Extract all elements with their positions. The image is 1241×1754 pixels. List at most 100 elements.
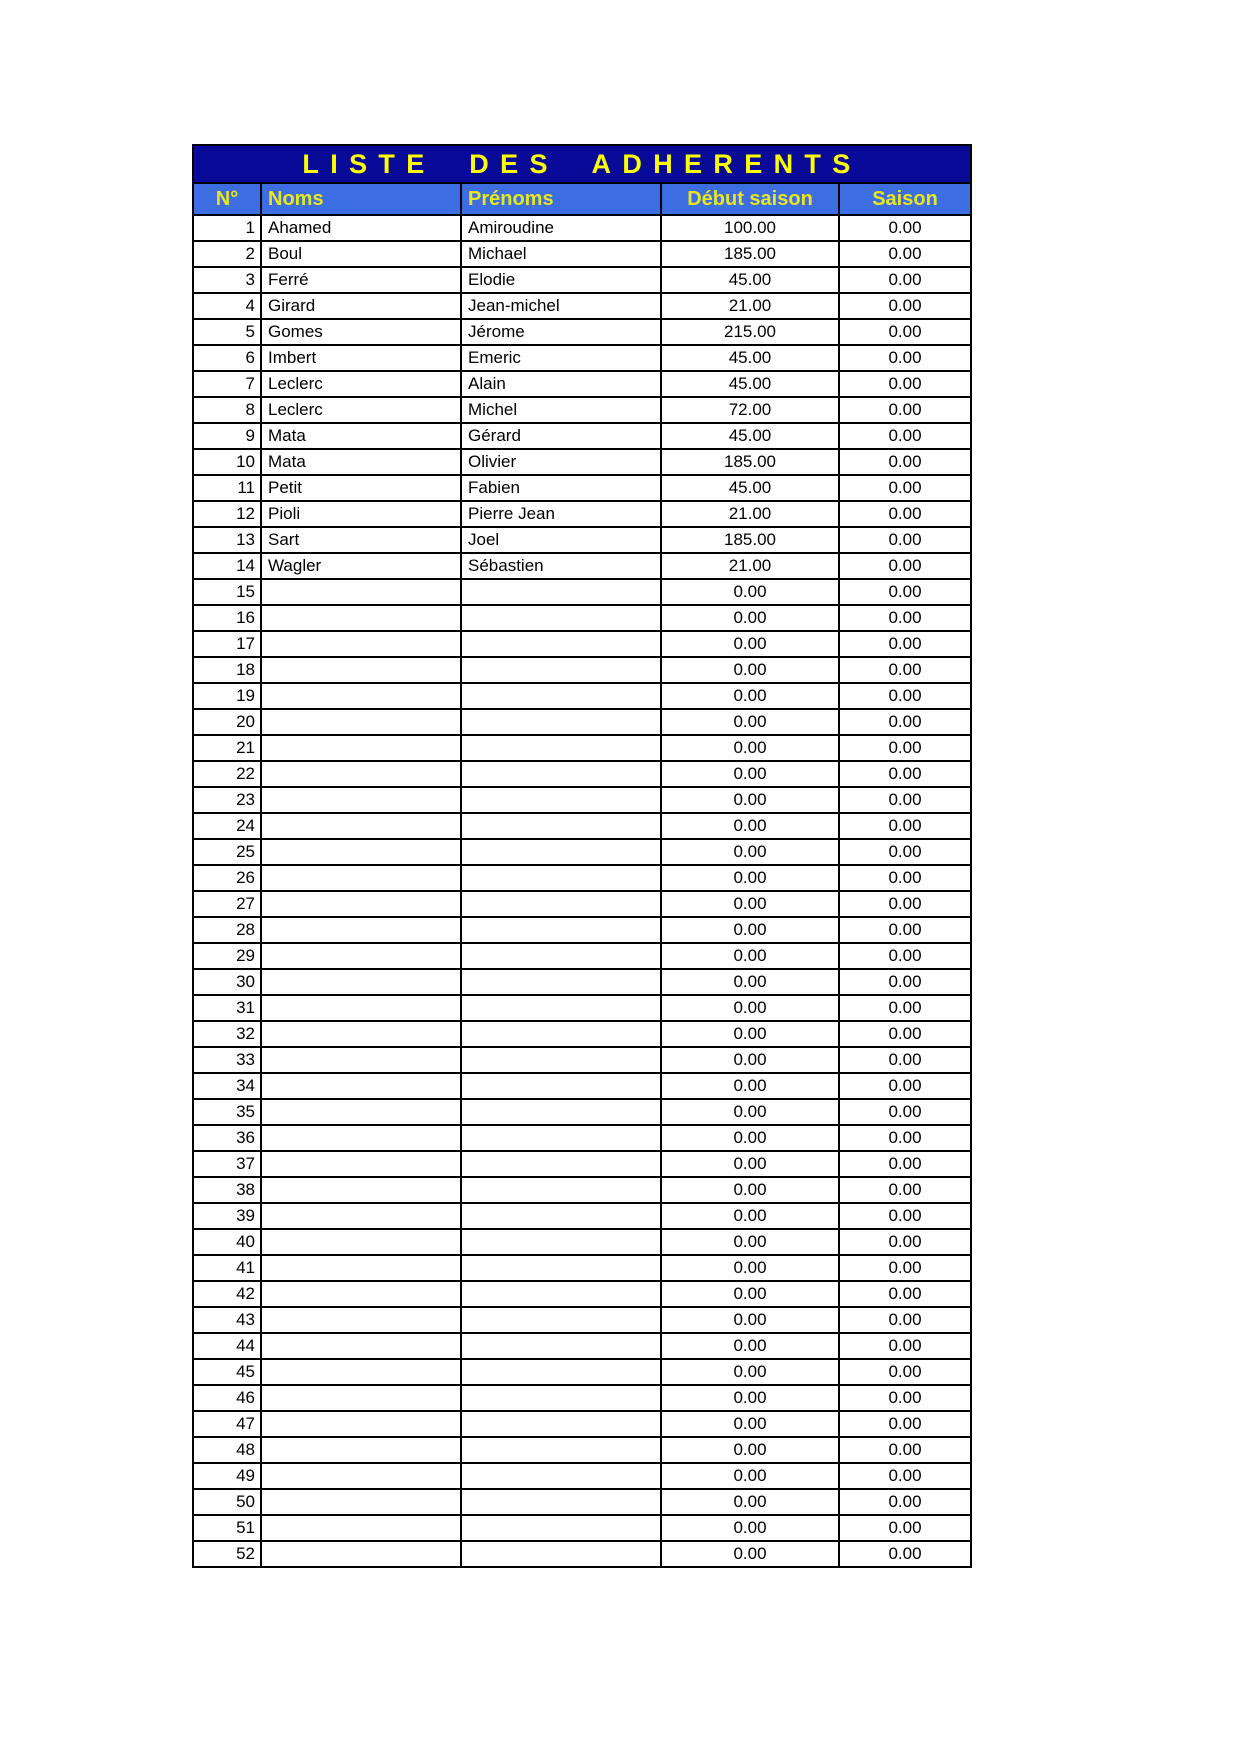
cell-debut-saison: 0.00 <box>660 1514 840 1542</box>
table-row: 47 0.00 0.00 <box>192 1410 973 1438</box>
cell-debut-saison: 0.00 <box>660 812 840 840</box>
cell-nom <box>260 760 462 788</box>
cell-nom <box>260 838 462 866</box>
cell-nom <box>260 578 462 606</box>
table-row: 32 0.00 0.00 <box>192 1020 973 1048</box>
cell-prenom <box>460 838 662 866</box>
table-row: 50 0.00 0.00 <box>192 1488 973 1516</box>
cell-saison: 0.00 <box>837 656 973 684</box>
table-row: 34 0.00 0.00 <box>192 1072 973 1100</box>
cell-saison: 0.00 <box>837 1514 973 1542</box>
cell-saison: 0.00 <box>837 864 973 892</box>
cell-prenom: Michael <box>460 240 662 268</box>
cell-nom: Boul <box>260 240 462 268</box>
cell-numero: 30 <box>192 968 262 996</box>
table-row: 38 0.00 0.00 <box>192 1176 973 1204</box>
table-row: 5 Gomes Jérome 215.00 0.00 <box>192 318 973 346</box>
cell-debut-saison: 0.00 <box>660 1124 840 1152</box>
table-row: 46 0.00 0.00 <box>192 1384 973 1412</box>
cell-nom <box>260 656 462 684</box>
cell-saison: 0.00 <box>837 734 973 762</box>
cell-nom <box>260 1332 462 1360</box>
cell-debut-saison: 45.00 <box>660 474 840 502</box>
cell-numero: 10 <box>192 448 262 476</box>
cell-numero: 42 <box>192 1280 262 1308</box>
cell-numero: 5 <box>192 318 262 346</box>
cell-prenom: Fabien <box>460 474 662 502</box>
cell-saison: 0.00 <box>837 1384 973 1412</box>
cell-nom: Girard <box>260 292 462 320</box>
cell-numero: 27 <box>192 890 262 918</box>
cell-prenom <box>460 656 662 684</box>
cell-debut-saison: 0.00 <box>660 942 840 970</box>
cell-prenom <box>460 1046 662 1074</box>
cell-debut-saison: 0.00 <box>660 1540 840 1568</box>
cell-debut-saison: 0.00 <box>660 1488 840 1516</box>
table-row: 37 0.00 0.00 <box>192 1150 973 1178</box>
cell-prenom <box>460 1254 662 1282</box>
cell-saison: 0.00 <box>837 266 973 294</box>
cell-prenom <box>460 1332 662 1360</box>
cell-debut-saison: 185.00 <box>660 448 840 476</box>
adherents-table: LISTE DES ADHERENTS N° Noms Prénoms Débu… <box>191 144 973 1568</box>
cell-saison: 0.00 <box>837 1072 973 1100</box>
cell-debut-saison: 0.00 <box>660 1150 840 1178</box>
cell-numero: 31 <box>192 994 262 1022</box>
cell-nom <box>260 1202 462 1230</box>
cell-numero: 9 <box>192 422 262 450</box>
table-row: 52 0.00 0.00 <box>192 1540 973 1568</box>
cell-nom <box>260 942 462 970</box>
column-header-prenoms: Prénoms <box>460 182 662 216</box>
cell-saison: 0.00 <box>837 890 973 918</box>
title-row: LISTE DES ADHERENTS <box>191 144 973 184</box>
cell-debut-saison: 0.00 <box>660 656 840 684</box>
cell-prenom: Sébastien <box>460 552 662 580</box>
cell-saison: 0.00 <box>837 448 973 476</box>
cell-numero: 52 <box>192 1540 262 1568</box>
cell-prenom: Alain <box>460 370 662 398</box>
cell-numero: 45 <box>192 1358 262 1386</box>
cell-numero: 1 <box>192 214 262 242</box>
cell-debut-saison: 0.00 <box>660 734 840 762</box>
cell-saison: 0.00 <box>837 1254 973 1282</box>
cell-nom <box>260 1280 462 1308</box>
cell-saison: 0.00 <box>837 474 973 502</box>
cell-debut-saison: 0.00 <box>660 1410 840 1438</box>
cell-nom <box>260 864 462 892</box>
table-row: 45 0.00 0.00 <box>192 1358 973 1386</box>
cell-prenom <box>460 812 662 840</box>
cell-prenom <box>460 968 662 996</box>
cell-prenom <box>460 994 662 1022</box>
cell-numero: 44 <box>192 1332 262 1360</box>
table-row: 51 0.00 0.00 <box>192 1514 973 1542</box>
cell-prenom <box>460 1176 662 1204</box>
cell-prenom <box>460 786 662 814</box>
cell-numero: 36 <box>192 1124 262 1152</box>
cell-prenom <box>460 1488 662 1516</box>
cell-saison: 0.00 <box>837 1124 973 1152</box>
cell-numero: 40 <box>192 1228 262 1256</box>
table-row: 14 Wagler Sébastien 21.00 0.00 <box>192 552 973 580</box>
cell-numero: 6 <box>192 344 262 372</box>
cell-numero: 39 <box>192 1202 262 1230</box>
cell-prenom: Pierre Jean <box>460 500 662 528</box>
cell-debut-saison: 0.00 <box>660 838 840 866</box>
cell-prenom: Jérome <box>460 318 662 346</box>
cell-nom <box>260 1306 462 1334</box>
cell-nom <box>260 682 462 710</box>
cell-prenom <box>460 1384 662 1412</box>
column-header-noms: Noms <box>260 182 462 216</box>
cell-numero: 41 <box>192 1254 262 1282</box>
cell-nom <box>260 994 462 1022</box>
table-row: 39 0.00 0.00 <box>192 1202 973 1230</box>
cell-saison: 0.00 <box>837 1228 973 1256</box>
table-row: 43 0.00 0.00 <box>192 1306 973 1334</box>
table-row: 4 Girard Jean-michel 21.00 0.00 <box>192 292 973 320</box>
cell-debut-saison: 45.00 <box>660 422 840 450</box>
cell-debut-saison: 0.00 <box>660 1202 840 1230</box>
cell-saison: 0.00 <box>837 240 973 268</box>
table-row: 7 Leclerc Alain 45.00 0.00 <box>192 370 973 398</box>
cell-nom: Leclerc <box>260 396 462 424</box>
cell-numero: 48 <box>192 1436 262 1464</box>
